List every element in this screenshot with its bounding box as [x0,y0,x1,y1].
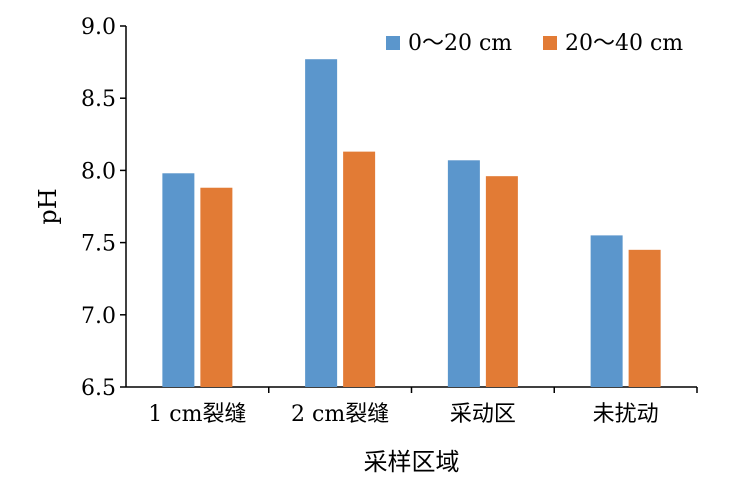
x-tick-label: 1 cm裂缝 [148,402,246,427]
legend-label: 0～20 cm [408,31,512,56]
y-tick-label: 7.0 [81,304,116,329]
y-axis-title: pH [34,188,62,224]
x-tick-label: 未扰动 [593,402,659,427]
bar-series2 [485,176,518,387]
y-ticks: 6.5 7.0 7.5 8.0 8.5 9.0 [81,15,126,401]
bar-series2 [200,187,233,387]
bar-series1 [590,235,623,387]
y-tick-label: 9.0 [81,15,116,40]
bar-series2 [628,249,661,387]
legend-swatch [543,36,557,50]
bars [162,59,661,387]
y-tick-label: 8.0 [81,159,116,184]
x-tick-label: 2 cm裂缝 [291,402,389,427]
x-axis-title: 采样区域 [364,448,460,476]
bar-series1 [305,59,338,387]
y-tick-label: 7.5 [81,232,116,257]
x-ticks: 1 cm裂缝 2 cm裂缝 采动区 未扰动 [148,387,698,427]
x-tick-label: 采动区 [450,402,516,427]
bar-series2 [343,151,376,387]
y-tick-label: 6.5 [81,376,116,401]
legend-label: 20～40 cm [565,31,683,56]
bar-series1 [447,160,480,387]
legend: 0～20 cm 20～40 cm [386,31,683,56]
y-tick-label: 8.5 [81,87,116,112]
bar-series1 [162,173,195,387]
legend-swatch [386,36,400,50]
